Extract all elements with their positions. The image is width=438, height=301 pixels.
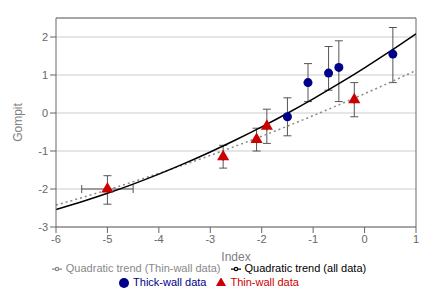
svg-text:1: 1 xyxy=(413,233,419,245)
svg-text:-4: -4 xyxy=(154,233,164,245)
svg-text:-3: -3 xyxy=(38,221,48,233)
html-text:Thick-wall data: Thick-wall data xyxy=(133,276,207,288)
svg-text:0: 0 xyxy=(42,107,48,119)
svg-text:-6: -6 xyxy=(51,233,61,245)
svg-text:1: 1 xyxy=(42,69,48,81)
svg-text:-2: -2 xyxy=(257,233,267,245)
svg-text:-1: -1 xyxy=(308,233,318,245)
svg-text:-1: -1 xyxy=(38,145,48,157)
html-text:Quadratic trend (Thin-wall dat: Quadratic trend (Thin-wall data) xyxy=(65,262,221,274)
html-text:Thin-wall data: Thin-wall data xyxy=(230,276,299,288)
svg-text:0: 0 xyxy=(362,233,368,245)
svg-text:-5: -5 xyxy=(103,233,113,245)
html-text:Quadratic trend (all data): Quadratic trend (all data) xyxy=(244,262,367,274)
svg-text:-2: -2 xyxy=(38,183,48,195)
svg-text:2: 2 xyxy=(42,31,48,43)
svg-text:-3: -3 xyxy=(205,233,215,245)
svg-text:Gompit: Gompit xyxy=(11,103,25,142)
svg-text:Index: Index xyxy=(221,250,250,264)
